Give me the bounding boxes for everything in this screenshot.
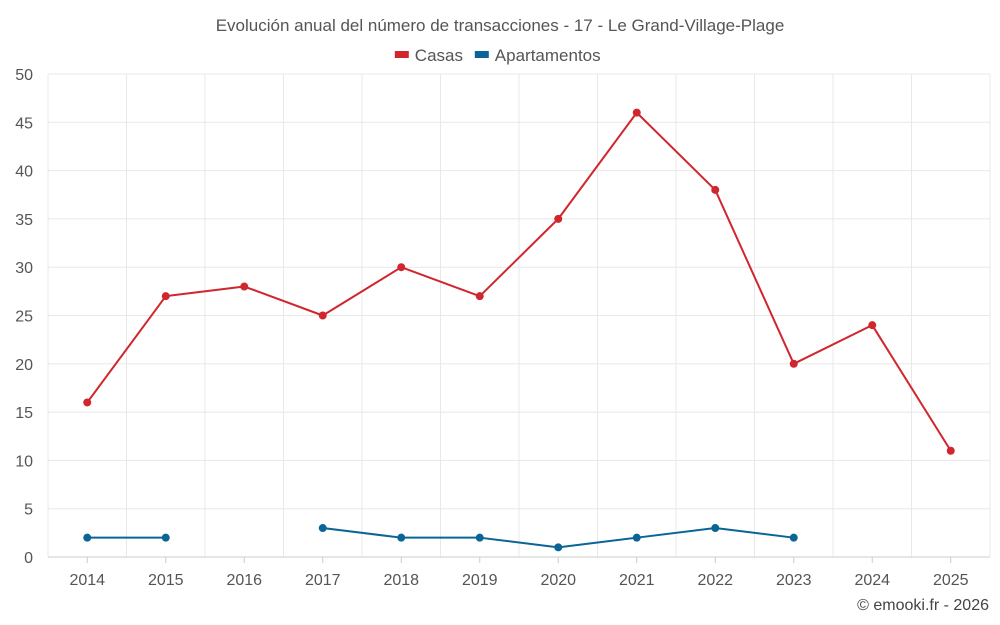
data-point [632, 533, 641, 542]
data-point [711, 185, 720, 194]
legend-item-casas: Casas [394, 46, 463, 65]
y-axis: 0 5 10 15 20 25 30 35 40 45 50 [15, 67, 33, 567]
x-tick-label: 2024 [854, 572, 890, 589]
data-point [632, 108, 641, 117]
data-point [318, 311, 327, 320]
data-point [397, 263, 406, 272]
data-point [161, 292, 170, 301]
y-tick-label: 20 [15, 357, 33, 374]
chart-title: Evolución anual del número de transaccio… [216, 16, 785, 35]
data-point [240, 282, 249, 291]
data-point [83, 533, 92, 542]
data-point [711, 524, 720, 533]
data-point [789, 533, 798, 542]
series-group [83, 108, 955, 552]
data-point [554, 543, 563, 552]
y-tick-label: 30 [15, 260, 33, 277]
legend-swatch [394, 51, 409, 58]
x-tick-label: 2020 [540, 572, 576, 589]
y-tick-label: 35 [15, 212, 33, 229]
y-tick-label: 45 [15, 115, 33, 132]
data-point [475, 533, 484, 542]
x-tick-label: 2018 [383, 572, 419, 589]
data-point [397, 533, 406, 542]
grid-lines [47, 73, 991, 558]
y-tick-label: 5 [24, 502, 33, 519]
data-point [868, 321, 877, 330]
x-tick-label: 2021 [619, 572, 655, 589]
legend: Casas Apartamentos [394, 46, 601, 65]
x-tick-label: 2017 [305, 572, 341, 589]
data-point [475, 292, 484, 301]
x-tick-label: 2023 [776, 572, 812, 589]
y-tick-label: 15 [15, 405, 33, 422]
data-point [554, 214, 563, 223]
legend-swatch [474, 51, 489, 58]
x-tick-label: 2014 [69, 572, 105, 589]
data-point [83, 398, 92, 407]
data-point [161, 533, 170, 542]
data-point [946, 446, 955, 455]
y-tick-label: 25 [15, 309, 33, 326]
y-tick-label: 40 [15, 164, 33, 181]
y-tick-label: 50 [15, 67, 33, 84]
legend-label: Apartamentos [495, 46, 601, 65]
footer-credit: © emooki.fr - 2026 [857, 597, 989, 614]
x-axis: 2014 2015 2016 2017 2018 2019 2020 2021 2022 2023… [48, 556, 990, 589]
series-line [86, 111, 952, 452]
x-tick-label: 2016 [226, 572, 262, 589]
x-tick-label: 2015 [148, 572, 184, 589]
x-tick-label: 2025 [933, 572, 969, 589]
data-point [318, 524, 327, 533]
x-tick-label: 2019 [462, 572, 498, 589]
data-point [789, 359, 798, 368]
x-tick-label: 2022 [697, 572, 733, 589]
y-tick-label: 10 [15, 453, 33, 470]
legend-item-apartamentos: Apartamentos [474, 46, 601, 65]
series-apartamentos [83, 524, 798, 552]
legend-label: Casas [415, 46, 463, 65]
y-tick-label: 0 [24, 550, 33, 567]
series-casas [83, 108, 955, 455]
